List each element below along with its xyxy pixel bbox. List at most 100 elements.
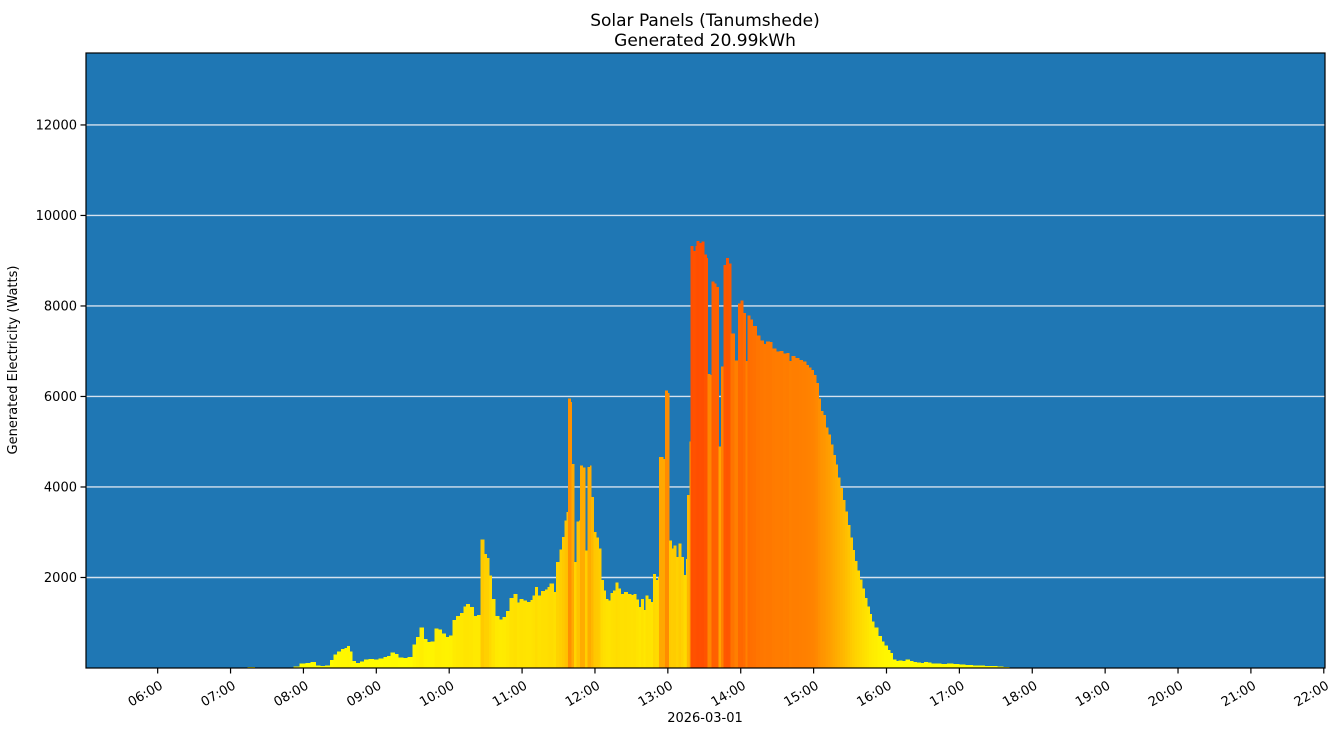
bar-13:44: [720, 366, 725, 668]
bar-08:28: [337, 651, 342, 668]
bar-15:06: [820, 410, 824, 668]
bar-15:24: [842, 500, 846, 668]
bar-14:48: [798, 359, 803, 668]
bar-17:31: [996, 666, 1004, 668]
bar-13:03: [671, 548, 675, 668]
bar-12:13: [610, 592, 614, 668]
bar-11:04: [526, 601, 531, 668]
y-axis-label: Generated Electricity (Watts): [6, 266, 21, 455]
y-axis-ticks: 2000 4000 6000 8000 10000 12000: [36, 118, 86, 586]
bar-13:40: [716, 286, 720, 668]
bar-12:34: [635, 599, 639, 668]
bar-13:13: [683, 575, 687, 668]
x-tick-label-17:00: 17:00: [927, 678, 967, 710]
bar-15:00: [813, 374, 817, 668]
bar-13:23: [695, 245, 698, 668]
x-tick-label-19:00: 19:00: [1073, 678, 1113, 710]
bar-10:12: [463, 606, 467, 668]
bar-08:36: [346, 645, 350, 668]
bar-15:20: [837, 477, 841, 668]
bar-13:38: [713, 283, 717, 668]
x-tick-label-10:00: 10:00: [417, 678, 457, 710]
bar-08:40: [351, 661, 356, 668]
bar-12:32: [633, 593, 637, 668]
bar-11:33: [561, 537, 565, 668]
bar-11:16: [541, 591, 546, 668]
bar-16:19: [909, 660, 914, 668]
bar-09:57: [445, 636, 450, 668]
bar-09:15: [394, 653, 399, 668]
bar-11:09: [532, 595, 536, 668]
bar-12:52: [657, 577, 660, 668]
bar-13:50: [728, 263, 732, 668]
bar-13:33: [707, 373, 711, 668]
y-tick-label-12000: 12000: [36, 118, 77, 133]
bar-12:24: [623, 591, 629, 668]
bar-14:26: [772, 348, 777, 668]
bar-14:04: [745, 361, 749, 668]
x-tick-label-18:00: 18:00: [1000, 678, 1040, 710]
bar-13:19: [690, 245, 694, 668]
bar-15:36: [857, 570, 861, 668]
axes-spines: [85, 52, 1326, 669]
bar-13:01: [668, 540, 672, 668]
bar-17:16: [978, 665, 986, 668]
bar-11:48: [580, 465, 584, 668]
bar-15:16: [832, 454, 836, 668]
bar-13:07: [676, 557, 680, 668]
bar-14:40: [789, 361, 793, 668]
bar-17:26: [990, 666, 998, 668]
bar-15:40: [861, 588, 865, 668]
bar-12:40: [643, 610, 647, 668]
bar-14:45: [795, 358, 800, 668]
bar-14:16: [759, 340, 765, 668]
bar-11:38: [567, 398, 571, 668]
bar-09:33: [416, 637, 421, 668]
bar-08:14: [320, 665, 326, 668]
x-axis-label-date: 2026-03-01: [667, 711, 743, 726]
bar-08:38: [349, 651, 353, 668]
bar-14:35: [782, 353, 788, 668]
bar-15:50: [874, 627, 879, 668]
bar-13:52: [730, 333, 735, 668]
x-tick-label-08:00: 08:00: [271, 678, 311, 710]
bar-10:03: [452, 620, 457, 668]
bar-10:35: [491, 599, 496, 668]
bar-15:38: [859, 579, 863, 668]
bar-08:58: [373, 659, 380, 668]
bar-11:26: [553, 591, 557, 668]
bar-15:12: [827, 434, 831, 668]
bar-15:18: [835, 464, 839, 668]
bar-14:00: [740, 300, 744, 668]
bar-09:26: [407, 656, 414, 668]
bar-15:30: [849, 537, 853, 668]
bar-13:26: [699, 243, 703, 668]
bar-08:18: [325, 665, 331, 668]
bar-15:44: [866, 606, 870, 668]
bar-14:42: [791, 355, 796, 668]
bar-15:04: [818, 398, 822, 668]
bar-11:43: [574, 562, 578, 668]
bar-17:11: [972, 665, 980, 668]
bar-11:47: [578, 520, 581, 668]
bar-12:05: [600, 580, 604, 668]
bar-13:30: [703, 254, 708, 668]
bar-12:17: [615, 582, 619, 668]
bar-13:24: [696, 240, 700, 669]
bar-11:21: [547, 587, 551, 668]
bar-11:28: [555, 562, 561, 668]
bar-08:50: [363, 659, 370, 668]
bar-09:12: [390, 652, 395, 668]
x-tick-label-22:00: 22:00: [1292, 678, 1332, 710]
bar-15:53: [877, 635, 882, 668]
bar-11:41: [571, 463, 575, 668]
bar-12:42: [645, 595, 649, 668]
bar-10:14: [465, 604, 471, 668]
bar-12:46: [650, 601, 654, 668]
x-tick-label-07:00: 07:00: [199, 678, 239, 710]
bar-10:00: [448, 635, 454, 668]
bar-13:05: [673, 545, 677, 668]
chart-title: Solar Panels (Tanumshede): [590, 11, 820, 31]
bar-14:10: [752, 325, 757, 668]
bar-10:20: [473, 615, 478, 668]
